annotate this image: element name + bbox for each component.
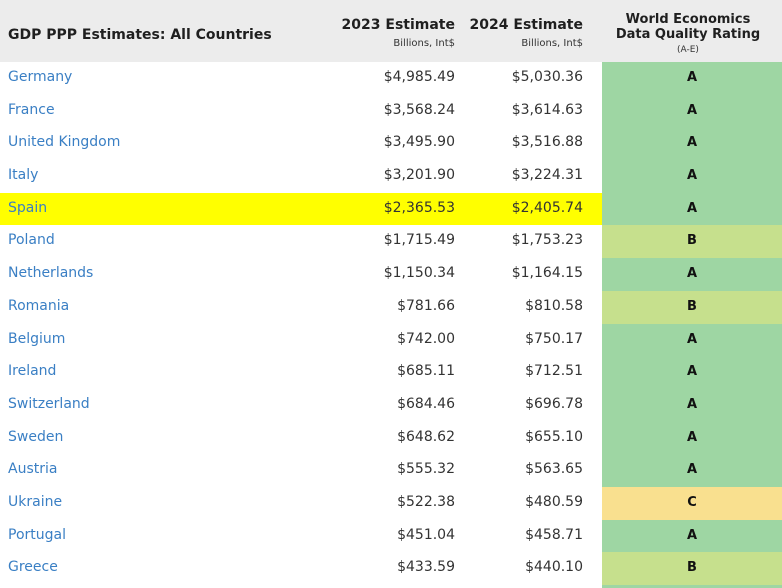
rating-cell: A [602, 192, 782, 226]
estimate-2023-cell: $555.32 [397, 461, 455, 478]
rating-cell: B [602, 225, 782, 259]
estimate-2024-cell: $750.17 [525, 330, 583, 347]
estimate-2024-cell: $1,164.15 [511, 265, 583, 282]
rating-cell: C [602, 486, 782, 520]
rating-cell: A [602, 94, 782, 128]
rating-cell-partial [602, 585, 782, 588]
table-row: Sweden $648.62 $655.10 A [0, 421, 782, 455]
column-header-rating[interactable]: World Economics Data Quality Rating (A-E… [602, 12, 774, 56]
country-link[interactable]: Belgium [8, 330, 66, 347]
column-header-rating-line2: Data Quality Rating [615, 27, 761, 42]
table-row: Romania $781.66 $810.58 B [0, 290, 782, 324]
country-link[interactable]: Spain [8, 199, 48, 216]
country-link[interactable]: Netherlands [8, 265, 94, 282]
column-header-2024[interactable]: 2024 Estimate Billions, Int$ [470, 16, 583, 50]
table-row: United Kingdom $3,495.90 $3,516.88 A [0, 127, 782, 161]
table-title: GDP PPP Estimates: All Countries [8, 27, 272, 43]
estimate-2024-cell: $2,405.74 [511, 199, 583, 216]
table-header: GDP PPP Estimates: All Countries 2023 Es… [0, 0, 782, 62]
estimate-2023-cell: $2,365.53 [383, 199, 455, 216]
estimate-2023-cell: $4,985.49 [383, 69, 455, 85]
table-row: Ireland $685.11 $712.51 A [0, 356, 782, 389]
column-header-rating-sub: (A-E) [677, 45, 699, 55]
country-link[interactable]: Switzerland [8, 395, 90, 412]
estimate-2024-cell: $1,753.23 [511, 232, 583, 249]
estimate-2024-cell: $696.78 [525, 395, 583, 412]
estimate-2024-cell: $5,030.36 [511, 69, 583, 85]
table-row: Ukraine $522.38 $480.59 C [0, 486, 782, 520]
table-row: Austria $555.32 $563.65 A [0, 454, 782, 487]
estimate-2024-cell: $655.10 [525, 428, 583, 445]
table-row: Italy $3,201.90 $3,224.31 A [0, 160, 782, 193]
country-link[interactable]: United Kingdom [8, 134, 121, 151]
rating-cell: A [602, 454, 782, 487]
estimate-2024-cell: $3,224.31 [511, 167, 583, 184]
rating-cell: A [602, 519, 782, 553]
country-link[interactable]: Ireland [8, 363, 57, 380]
country-link[interactable]: Austria [8, 461, 58, 478]
estimate-2023-cell: $1,150.34 [383, 265, 455, 282]
table-row: Poland $1,715.49 $1,753.23 B [0, 225, 782, 259]
rating-cell: A [602, 323, 782, 357]
estimate-2023-cell: $433.59 [397, 559, 455, 576]
rating-cell: A [602, 160, 782, 193]
row-highlight [0, 192, 602, 226]
table-row: Portugal $451.04 $458.71 A [0, 519, 782, 553]
estimate-2023-cell: $3,568.24 [383, 101, 455, 118]
estimate-2023-cell: $3,495.90 [383, 134, 455, 151]
column-header-2023-unit: Billions, Int$ [393, 38, 455, 49]
table-row: Spain $2,365.53 $2,405.74 A [0, 192, 782, 226]
estimate-2024-cell: $3,516.88 [511, 134, 583, 151]
rating-cell: A [602, 258, 782, 291]
column-header-2023-label: 2023 Estimate [341, 17, 455, 33]
estimate-2024-cell: $810.58 [525, 297, 583, 314]
table-body: Germany $4,985.49 $5,030.36 A France $3,568.2… [0, 62, 782, 585]
table-row: Belgium $742.00 $750.17 A [0, 323, 782, 357]
rating-cell: B [602, 290, 782, 324]
country-link[interactable]: Sweden [8, 428, 64, 445]
estimate-2024-cell: $480.59 [525, 493, 583, 510]
table-row: France $3,568.24 $3,614.63 A [0, 94, 782, 128]
column-header-2024-label: 2024 Estimate [469, 17, 583, 33]
estimate-2024-cell: $440.10 [525, 559, 583, 576]
country-link[interactable]: Portugal [8, 526, 66, 543]
rating-cell: A [602, 388, 782, 422]
column-header-rating-line1: World Economics [625, 12, 751, 27]
table-row: Germany $4,985.49 $5,030.36 A [0, 62, 782, 95]
country-link[interactable]: Ukraine [8, 493, 63, 510]
estimate-2023-cell: $3,201.90 [383, 167, 455, 184]
table-row: Netherlands $1,150.34 $1,164.15 A [0, 258, 782, 291]
rating-cell: A [602, 356, 782, 389]
estimate-2024-cell: $3,614.63 [511, 101, 583, 118]
country-link[interactable]: France [8, 101, 55, 118]
estimate-2024-cell: $458.71 [525, 526, 583, 543]
estimate-2023-cell: $1,715.49 [383, 232, 455, 249]
estimate-2024-cell: $712.51 [525, 363, 583, 380]
country-link[interactable]: Germany [8, 69, 73, 85]
column-header-2024-unit: Billions, Int$ [521, 38, 583, 49]
estimate-2023-cell: $781.66 [397, 297, 455, 314]
column-header-2023[interactable]: 2023 Estimate Billions, Int$ [342, 16, 455, 50]
rating-cell: A [602, 62, 782, 95]
estimate-2023-cell: $742.00 [397, 330, 455, 347]
estimate-2023-cell: $451.04 [397, 526, 455, 543]
country-link[interactable]: Italy [8, 167, 39, 184]
estimate-2023-cell: $522.38 [397, 493, 455, 510]
country-link[interactable]: Romania [8, 297, 70, 314]
rating-cell: A [602, 127, 782, 161]
rating-cell: B [602, 552, 782, 585]
estimate-2024-cell: $563.65 [525, 461, 583, 478]
rating-cell: A [602, 421, 782, 455]
estimate-2023-cell: $684.46 [397, 395, 455, 412]
estimate-2023-cell: $648.62 [397, 428, 455, 445]
table-row: Greece $433.59 $440.10 B [0, 552, 782, 585]
country-link[interactable]: Greece [8, 559, 58, 576]
table-row: Switzerland $684.46 $696.78 A [0, 388, 782, 422]
estimate-2023-cell: $685.11 [397, 363, 455, 380]
country-link[interactable]: Poland [8, 232, 55, 249]
